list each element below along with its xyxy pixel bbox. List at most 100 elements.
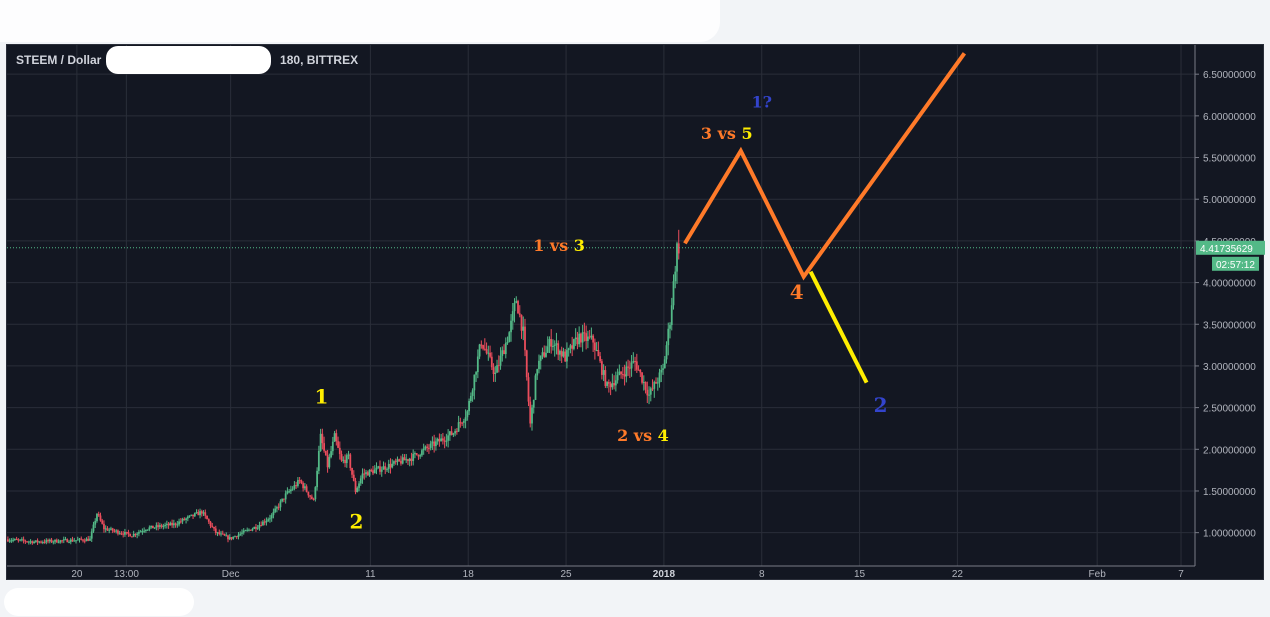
candle (469, 392, 472, 403)
candle-body (433, 441, 436, 447)
candle (255, 523, 257, 532)
candle-body (19, 539, 22, 541)
candle-body (176, 524, 179, 526)
candle-body (66, 539, 69, 543)
candle-body (48, 539, 51, 542)
candle-body (511, 311, 514, 321)
chart-panel[interactable]: 6.50000000 6.00000000 5.50000000 5.00000000… (6, 44, 1265, 581)
candle (455, 428, 458, 435)
candle-body (658, 372, 661, 383)
candle-body (87, 538, 90, 541)
candle-body (7, 539, 9, 542)
candle (634, 356, 636, 372)
candle (665, 341, 668, 364)
candle-body (246, 529, 249, 531)
candle (106, 526, 109, 531)
candle (593, 338, 596, 360)
candle (386, 467, 388, 473)
wave-label: 2 vs 4 (617, 426, 669, 445)
candle-body (61, 540, 63, 542)
candle (321, 428, 324, 450)
candle-body (363, 473, 366, 475)
candle (185, 517, 187, 524)
candle (375, 462, 378, 475)
candle (358, 481, 360, 492)
candle-body (34, 540, 37, 542)
candle (433, 434, 436, 453)
x-tick-label: 20 (71, 569, 83, 580)
candle (393, 460, 395, 466)
candle (394, 458, 397, 465)
candle (158, 522, 161, 529)
candle-body (387, 463, 390, 470)
candle (204, 509, 207, 519)
candle (284, 490, 287, 504)
candle-body (391, 463, 394, 468)
candle (600, 358, 603, 380)
candle (209, 520, 212, 529)
candle (566, 342, 568, 369)
candle-body (602, 370, 605, 375)
candle-body (637, 369, 640, 371)
candle-body (396, 459, 399, 462)
candle-body (270, 515, 273, 519)
candle-body (333, 433, 336, 442)
candle-body (82, 539, 84, 541)
candle-body (368, 469, 371, 476)
candle-body (447, 435, 450, 441)
candle-body (618, 371, 621, 376)
candle-body (101, 520, 104, 524)
candle-body (478, 344, 481, 357)
candle-body (12, 539, 15, 541)
candle-body (520, 314, 523, 331)
candle-body (206, 515, 208, 520)
candle (174, 522, 177, 528)
candle (649, 386, 652, 402)
candle (651, 379, 654, 392)
candle-body (386, 469, 388, 471)
candle-body (220, 533, 222, 535)
candle-body (462, 421, 465, 423)
candle-body (199, 511, 201, 516)
candle (244, 529, 247, 532)
symbol-exchange: 180, BITTREX (280, 53, 359, 67)
candle (34, 540, 37, 543)
candle (452, 432, 455, 438)
candle-body (595, 349, 598, 351)
candle-body (566, 350, 568, 362)
candle (85, 537, 88, 542)
candle-body (677, 243, 680, 254)
candle (246, 527, 249, 532)
candle (296, 477, 299, 488)
candle-body (649, 388, 652, 395)
candle-body (534, 375, 537, 400)
candle-body (120, 533, 123, 535)
candle-body (632, 361, 635, 363)
candle (368, 469, 371, 477)
candle (384, 462, 387, 475)
candle (366, 470, 369, 476)
candle-body (569, 345, 572, 349)
candle-body (532, 399, 535, 408)
price-chart[interactable]: 6.50000000 6.00000000 5.50000000 5.00000000… (7, 45, 1265, 581)
candle-body (454, 431, 457, 434)
candle-body (279, 501, 282, 508)
candle-body (435, 441, 437, 447)
candle-body (260, 525, 263, 527)
candle-body (153, 527, 156, 529)
candle (482, 344, 484, 351)
candle (372, 465, 374, 476)
candle (400, 455, 402, 466)
candle (677, 229, 680, 260)
candle-body (672, 281, 675, 306)
candle (10, 538, 13, 543)
candle-body (76, 539, 79, 541)
candle (517, 299, 519, 314)
symbol-name: STEEM / Dollar (16, 53, 102, 67)
candle-body (499, 355, 502, 366)
candle (632, 352, 635, 364)
candle-body (538, 360, 540, 370)
candle-body (405, 459, 408, 461)
candle (124, 528, 126, 537)
candle-body (424, 446, 427, 449)
